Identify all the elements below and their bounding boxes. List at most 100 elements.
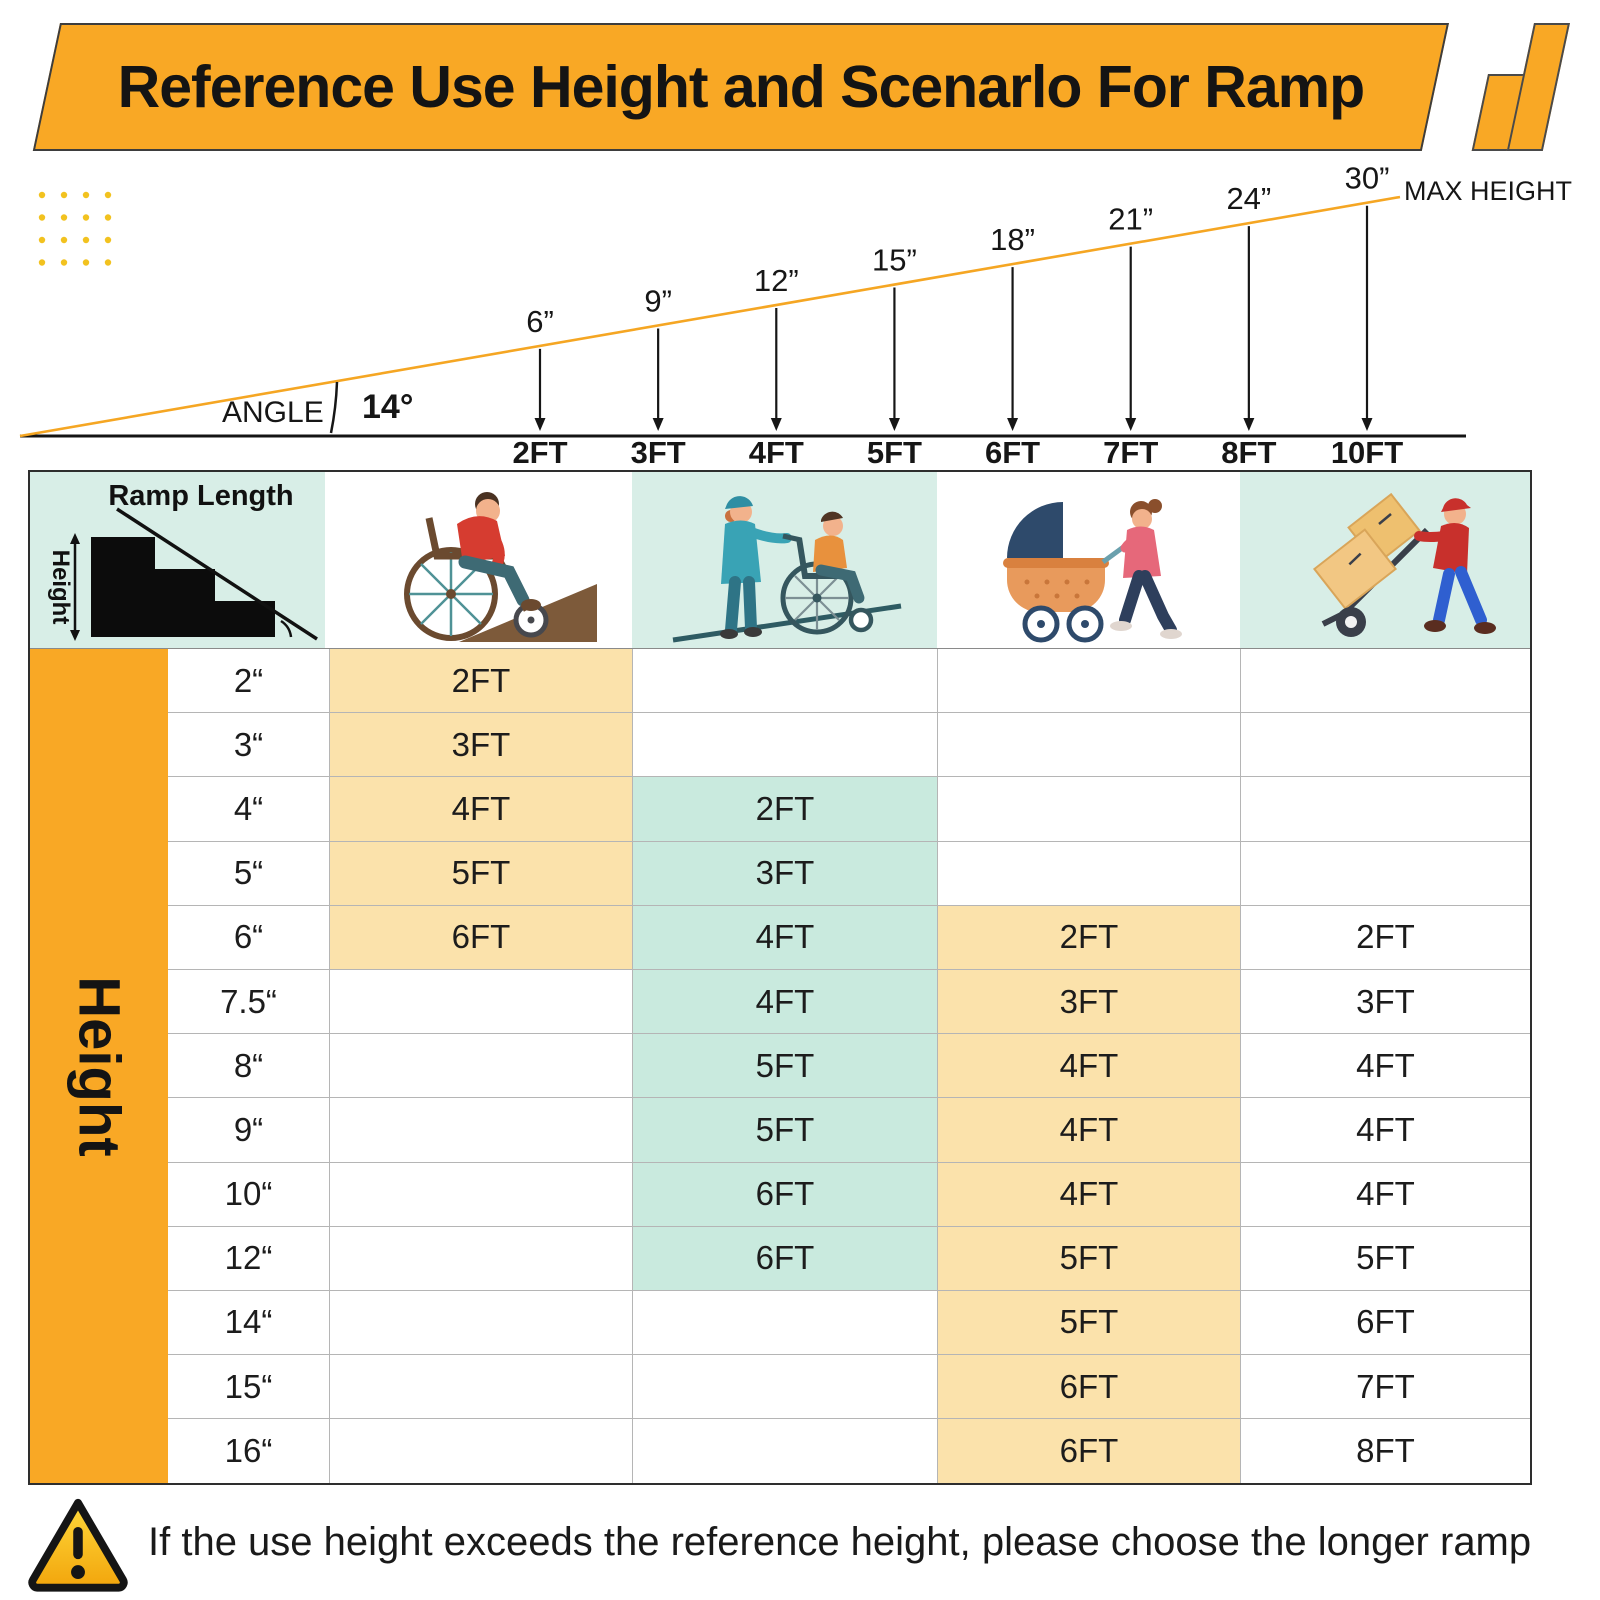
ramp-length-tick: 10FT bbox=[1331, 435, 1403, 470]
ramp-length-cell: 3FT bbox=[937, 969, 1240, 1035]
assisted-wheelchair-icon bbox=[672, 496, 901, 643]
ramp-length-cell: 2FT bbox=[1240, 905, 1530, 970]
ramp-length-cell: 6FT bbox=[632, 1226, 937, 1291]
dot bbox=[104, 191, 112, 199]
dot bbox=[60, 236, 68, 244]
ramp-length-cell bbox=[937, 777, 1240, 842]
ramp-length-cell bbox=[632, 1355, 937, 1420]
row-height-label: 5“ bbox=[168, 841, 330, 906]
ramp-length-cell bbox=[632, 1419, 937, 1484]
ramp-length-cell bbox=[1240, 649, 1530, 714]
scenario-wheelchair-assisted bbox=[632, 472, 937, 648]
ramp-length-cell: 3FT bbox=[330, 713, 632, 778]
ramp-length-cell bbox=[632, 1290, 937, 1356]
ramp-length-cell: 4FT bbox=[1240, 1034, 1530, 1099]
ramp-length-tick: 8FT bbox=[1221, 435, 1276, 470]
row-height-label: 2“ bbox=[168, 649, 330, 714]
row-height-label: 15“ bbox=[168, 1355, 330, 1420]
baby-stroller-icon bbox=[1002, 499, 1182, 643]
row-height-label: 3“ bbox=[168, 713, 330, 778]
table-row: 7.5“ 4FT 3FT 3FT bbox=[168, 969, 1530, 1035]
table-row: 6“ 6FT 4FT 2FT 2FT bbox=[168, 905, 1530, 970]
max-height-value: 30” bbox=[1345, 161, 1390, 196]
ramp-length-cell: 5FT bbox=[632, 1034, 937, 1099]
height-axis-mini-label: Height bbox=[47, 550, 74, 625]
dot bbox=[60, 259, 68, 266]
row-height-label: 8“ bbox=[168, 1034, 330, 1099]
ramp-length-cell bbox=[330, 1355, 632, 1420]
ramp-length-cell: 4FT bbox=[1240, 1162, 1530, 1227]
ramp-length-cell: 2FT bbox=[330, 649, 632, 714]
ramp-length-cell bbox=[1240, 777, 1530, 842]
table-row: 8“ 5FT 4FT 4FT bbox=[168, 1034, 1530, 1099]
dot bbox=[38, 236, 46, 244]
ramp-length-cell: 6FT bbox=[1240, 1290, 1530, 1356]
ramp-length-cell bbox=[937, 841, 1240, 906]
arrowhead-down-icon bbox=[534, 418, 546, 431]
table-row: 2“ 2FT bbox=[168, 649, 1530, 714]
hand-truck-icon bbox=[1312, 492, 1496, 637]
ramp-length-cell: 4FT bbox=[1240, 1098, 1530, 1163]
arrowhead-down-icon bbox=[1361, 418, 1373, 431]
arrowhead-down-icon bbox=[652, 418, 664, 431]
ramp-length-cell bbox=[330, 1419, 632, 1483]
row-height-label: 12“ bbox=[168, 1226, 330, 1291]
table-row: 9“ 5FT 4FT 4FT bbox=[168, 1098, 1530, 1163]
arrowhead-down-icon bbox=[1125, 418, 1137, 431]
angle-arc bbox=[329, 381, 339, 434]
ramp-length-cell: 6FT bbox=[330, 905, 632, 970]
ramp-length-cell bbox=[632, 649, 937, 714]
arrowhead-down-icon bbox=[888, 418, 900, 431]
height-axis-label: Height bbox=[66, 976, 132, 1157]
ramp-length-cell: 6FT bbox=[937, 1355, 1240, 1420]
ramp-length-cell: 4FT bbox=[632, 969, 937, 1035]
stairs-height-icon: Ramp Length Height bbox=[47, 480, 318, 641]
row-height-label: 10“ bbox=[168, 1162, 330, 1227]
footer-note: If the use height exceeds the reference … bbox=[148, 1520, 1532, 1564]
height-axis-bar: Height bbox=[30, 649, 168, 1484]
table-row: 3“ 3FT bbox=[168, 713, 1530, 778]
dots-grid bbox=[38, 191, 112, 266]
ramp-length-cell: 4FT bbox=[937, 1034, 1240, 1099]
dot bbox=[82, 191, 90, 199]
dot bbox=[38, 191, 46, 199]
table-body: Height 2“ 2FT 3“ 3FT 4“ 4FT 2FT 5“ 5FT 3FT 6“ 6FT 4F… bbox=[30, 649, 1530, 1484]
arrowhead-down-icon bbox=[1007, 418, 1019, 431]
ramp-length-cell bbox=[1240, 713, 1530, 778]
dot bbox=[38, 214, 46, 221]
table-row: 10“ 6FT 4FT 4FT bbox=[168, 1162, 1530, 1227]
scenario-hand-truck bbox=[1240, 472, 1530, 648]
ramp-length-cell: 5FT bbox=[937, 1226, 1240, 1291]
table-row: 14“ 5FT 6FT bbox=[168, 1290, 1530, 1356]
table-row: 5“ 5FT 3FT bbox=[168, 841, 1530, 906]
ramp-length-cell bbox=[1240, 841, 1530, 906]
max-height-value: 15” bbox=[872, 243, 917, 278]
max-height-value: 18” bbox=[990, 222, 1035, 257]
dot bbox=[104, 236, 112, 244]
max-height-value: 9” bbox=[644, 283, 672, 318]
ramp-length-tick: 2FT bbox=[512, 435, 567, 470]
dot bbox=[82, 259, 90, 266]
ramp-length-cell: 3FT bbox=[632, 841, 937, 906]
dot bbox=[60, 191, 68, 199]
ramp-length-cell bbox=[330, 1034, 632, 1099]
ramp-angle-diagram: ANGLE 14° MAX HEIGHT 6” 2FT 9” 3FT 12” 4FT 15”… bbox=[19, 161, 1572, 470]
ramp-length-cell bbox=[937, 713, 1240, 778]
ramp-reference-table: Ramp Length Height bbox=[28, 470, 1532, 1486]
ramp-length-cell: 6FT bbox=[937, 1419, 1240, 1484]
table-rows: 2“ 2FT 3“ 3FT 4“ 4FT 2FT 5“ 5FT 3FT 6“ 6FT 4FT 2FT 2FT… bbox=[168, 649, 1530, 1484]
max-height-value: 24” bbox=[1226, 181, 1271, 216]
ramp-length-cell: 4FT bbox=[632, 905, 937, 970]
ramp-length-cell: 4FT bbox=[330, 777, 632, 842]
table-row: 15“ 6FT 7FT bbox=[168, 1355, 1530, 1420]
table-header-row: Ramp Length Height bbox=[30, 472, 1530, 649]
ramp-length-cell: 5FT bbox=[632, 1098, 937, 1163]
max-height-value: 6” bbox=[526, 304, 554, 339]
ramp-length-tick: 7FT bbox=[1103, 435, 1158, 470]
ramp-length-cell bbox=[330, 1098, 632, 1163]
row-height-label: 6“ bbox=[168, 905, 330, 970]
row-height-label: 7.5“ bbox=[168, 969, 330, 1035]
ramp-length-cell: 5FT bbox=[330, 841, 632, 906]
ramp-length-cell: 4FT bbox=[937, 1098, 1240, 1163]
ramp-length-cell: 2FT bbox=[937, 905, 1240, 970]
